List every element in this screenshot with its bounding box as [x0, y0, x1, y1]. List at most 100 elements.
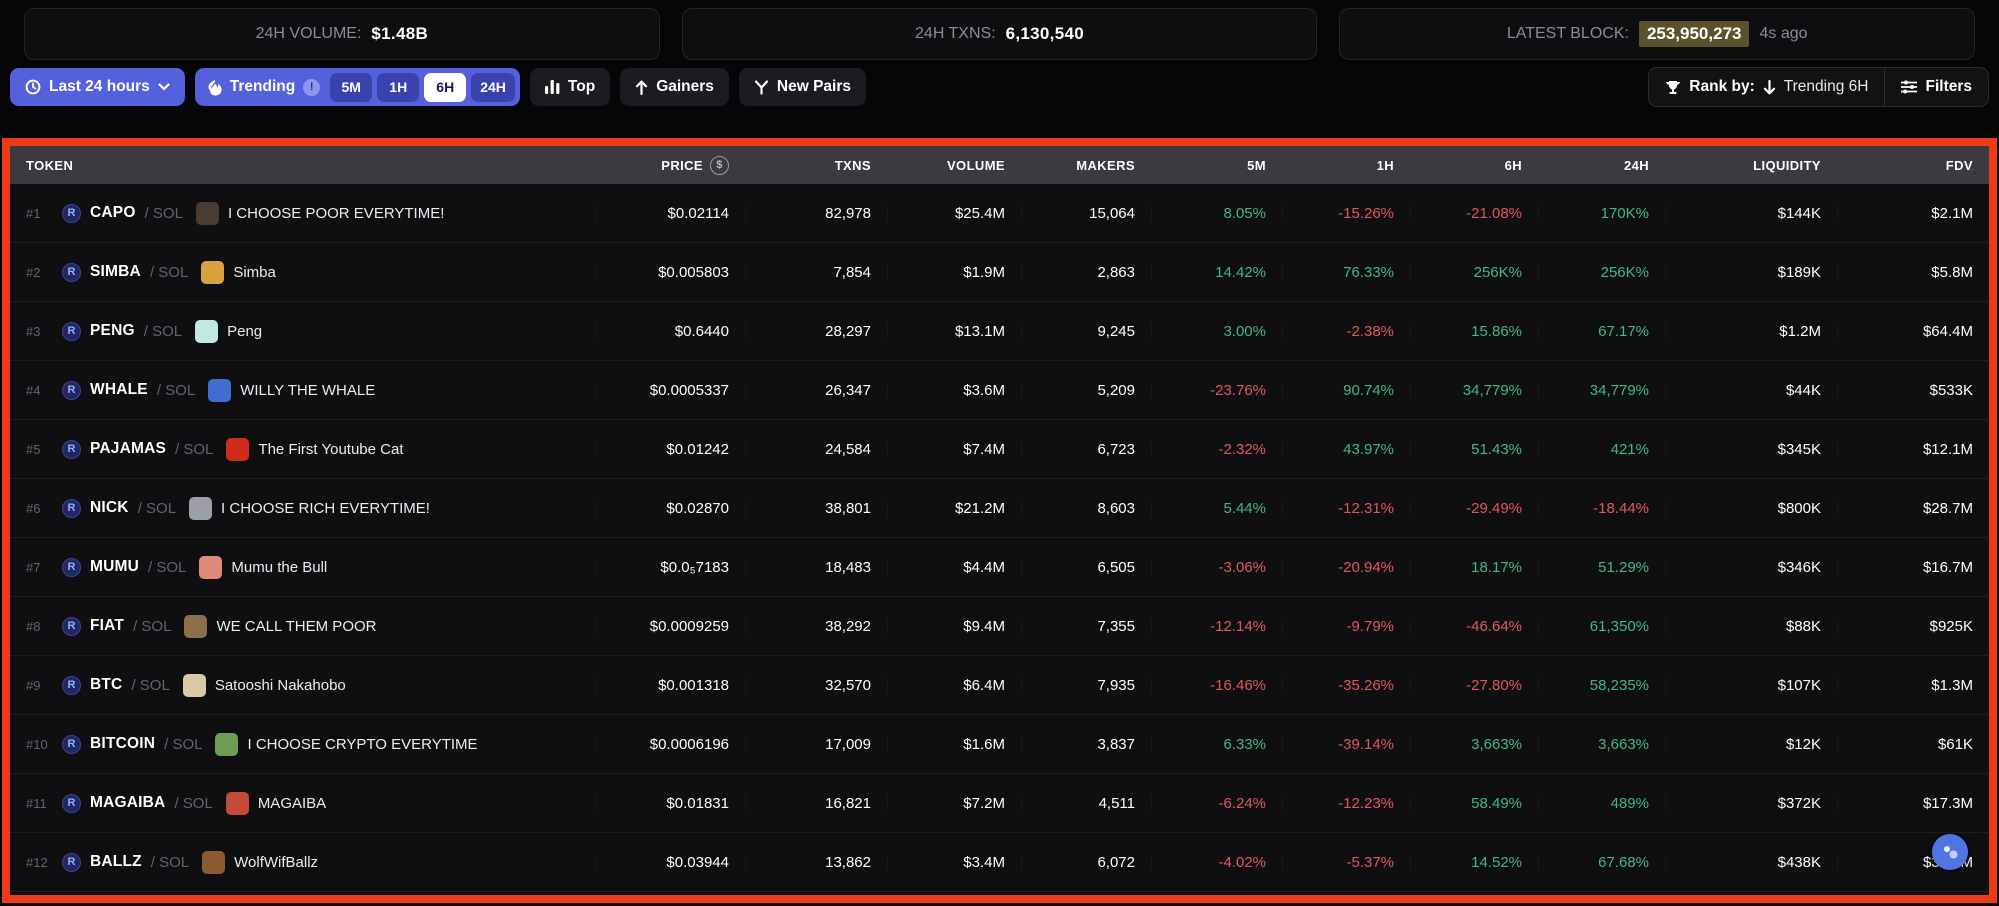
rank-by-value: Trending 6H — [1783, 78, 1869, 95]
price-cell: $0.03944 — [595, 853, 745, 871]
col-volume[interactable]: VOLUME — [946, 157, 1005, 173]
token-symbol: MAGAIBA — [90, 794, 166, 811]
new-pairs-button[interactable]: New Pairs — [738, 68, 867, 106]
interval-24h[interactable]: 24H — [471, 72, 515, 102]
token-quote: / SOL — [156, 381, 196, 399]
token-quote: / SOL — [174, 794, 213, 812]
table-row[interactable]: #6 R NICK / SOL I CHOOSE RICH EVERYTIME!… — [10, 479, 1989, 538]
table-row[interactable]: #10 R BITCOIN / SOL I CHOOSE CRYPTO EVER… — [10, 715, 1989, 774]
fdv-cell: $28.7M — [1837, 499, 1989, 517]
floating-widget-icon[interactable] — [1932, 834, 1968, 870]
token-rank: #9 — [26, 677, 41, 693]
liquidity-cell: $438K — [1665, 853, 1837, 871]
change-6h-cell: 3,663% — [1410, 735, 1538, 753]
change-5m-cell: -12.14% — [1151, 617, 1282, 635]
volume-cell: $21.2M — [887, 499, 1021, 517]
table-row[interactable]: #5 R PAJAMAS / SOL The First Youtube Cat… — [10, 420, 1989, 479]
raydium-dex-icon: R — [62, 262, 81, 282]
price-cell: $0.0005337 — [595, 381, 745, 399]
txns-cell: 18,483 — [745, 558, 887, 576]
token-quote: / SOL — [143, 322, 183, 340]
col-liquidity[interactable]: LIQUIDITY — [1753, 157, 1821, 173]
col-token[interactable]: TOKEN — [26, 157, 74, 173]
volume-cell: $7.4M — [887, 440, 1021, 458]
raydium-dex-icon: R — [62, 734, 81, 754]
token-cell[interactable]: #5 R PAJAMAS / SOL The First Youtube Cat — [10, 437, 595, 461]
token-cell[interactable]: #2 R SIMBA / SOL Simba — [10, 260, 595, 284]
token-cell[interactable]: #10 R BITCOIN / SOL I CHOOSE CRYPTO EVER… — [10, 732, 595, 756]
change-6h-cell: 256K% — [1410, 263, 1538, 281]
fdv-cell: $64.4M — [1837, 322, 1989, 340]
token-rank: #12 — [26, 854, 48, 870]
col-24h[interactable]: 24H — [1623, 157, 1649, 173]
col-fdv[interactable]: FDV — [1945, 157, 1973, 173]
fdv-cell: $5.8M — [1837, 263, 1989, 281]
table-row[interactable]: #7 R MUMU / SOL Mumu the Bull $0.0₅7183 … — [10, 538, 1989, 597]
change-1h-cell: -12.31% — [1282, 499, 1410, 517]
rank-by-button[interactable]: Rank by: Trending 6H — [1649, 68, 1884, 106]
col-6h[interactable]: 6H — [1504, 157, 1522, 173]
table-row[interactable]: #3 R PENG / SOL Peng $0.6440 28,297 $13.… — [10, 302, 1989, 361]
token-cell[interactable]: #4 R WHALE / SOL WILLY THE WHALE — [10, 378, 595, 402]
token-cell[interactable]: #11 R MAGAIBA / SOL MAGAIBA — [10, 791, 595, 815]
token-name: I CHOOSE CRYPTO EVERYTIME — [247, 735, 478, 753]
time-range-button[interactable]: Last 24 hours — [10, 68, 185, 106]
token-table: TOKEN PRICE $ TXNS VOLUME MAKERS 5M 1H 6… — [10, 146, 1989, 906]
table-row[interactable]: #1 R CAPO / SOL I CHOOSE POOR EVERYTIME!… — [10, 184, 1989, 243]
token-name: WILLY THE WHALE — [240, 381, 376, 399]
token-quote: / SOL — [148, 558, 187, 576]
txns-label: 24H TXNS: — [915, 25, 996, 42]
txns-cell: 32,570 — [745, 676, 887, 694]
info-icon[interactable]: ! — [303, 78, 321, 96]
token-cell[interactable]: #12 R BALLZ / SOL WolfWifBallz — [10, 850, 595, 874]
change-24h-cell: 61,350% — [1538, 617, 1665, 635]
raydium-dex-icon: R — [62, 203, 81, 223]
gainers-button[interactable]: Gainers — [620, 68, 729, 106]
table-row[interactable]: #9 R BTC / SOL Satooshi Nakahobo $0.0013… — [10, 656, 1989, 715]
token-rank: #4 — [26, 382, 41, 398]
change-6h-cell: 58.49% — [1410, 794, 1538, 812]
table-row[interactable]: #2 R SIMBA / SOL Simba $0.005803 7,854 $… — [10, 243, 1989, 302]
change-24h-cell: 34,779% — [1538, 381, 1665, 399]
col-makers[interactable]: MAKERS — [1076, 157, 1135, 173]
price-cell: $0.0009259 — [595, 617, 745, 635]
price-cell: $0.01831 — [595, 794, 745, 812]
txns-cell: 38,292 — [745, 617, 887, 635]
block-label: LATEST BLOCK: — [1506, 25, 1629, 42]
gainers-label: Gainers — [656, 78, 714, 95]
interval-5m[interactable]: 5M — [330, 72, 373, 102]
table-row[interactable]: #12 R BALLZ / SOL WolfWifBallz $0.03944 … — [10, 833, 1989, 892]
token-cell[interactable]: #9 R BTC / SOL Satooshi Nakahobo — [10, 673, 595, 697]
col-5m[interactable]: 5M — [1247, 157, 1266, 173]
stat-volume: 24H VOLUME: $1.48B — [24, 8, 660, 60]
stats-bar: 24H VOLUME: $1.48B 24H TXNS: 6,130,540 L… — [24, 8, 1976, 60]
price-cell: $0.02114 — [595, 204, 745, 222]
interval-6h[interactable]: 6H — [424, 72, 467, 102]
token-cell[interactable]: #6 R NICK / SOL I CHOOSE RICH EVERYTIME! — [10, 496, 595, 520]
filters-button[interactable]: Filters — [1885, 68, 1988, 106]
col-1h[interactable]: 1H — [1376, 157, 1394, 173]
token-cell[interactable]: #8 R FIAT / SOL WE CALL THEM POOR — [10, 614, 595, 638]
token-cell[interactable]: #1 R CAPO / SOL I CHOOSE POOR EVERYTIME! — [10, 201, 595, 225]
token-cell[interactable]: #7 R MUMU / SOL Mumu the Bull — [10, 555, 595, 579]
table-row[interactable]: #8 R FIAT / SOL WE CALL THEM POOR $0.000… — [10, 597, 1989, 656]
table-row[interactable]: #11 R MAGAIBA / SOL MAGAIBA $0.01831 16,… — [10, 774, 1989, 833]
change-5m-cell: -23.76% — [1151, 381, 1282, 399]
new-pairs-label: New Pairs — [776, 78, 852, 95]
liquidity-cell: $88K — [1665, 617, 1837, 635]
top-button[interactable]: Top — [529, 68, 611, 106]
volume-cell: $13.1M — [887, 322, 1021, 340]
liquidity-cell: $1.2M — [1665, 322, 1837, 340]
txns-cell: 7,854 — [745, 263, 887, 281]
change-24h-cell: 256K% — [1538, 263, 1665, 281]
dollar-circle-icon[interactable]: $ — [710, 155, 729, 175]
price-cell: $0.005803 — [595, 263, 745, 281]
interval-1h[interactable]: 1H — [377, 72, 420, 102]
change-6h-cell: -46.64% — [1410, 617, 1538, 635]
col-price[interactable]: PRICE $ — [595, 155, 745, 175]
col-txns[interactable]: TXNS — [834, 157, 871, 173]
table-row[interactable]: #4 R WHALE / SOL WILLY THE WHALE $0.0005… — [10, 361, 1989, 420]
raydium-dex-icon: R — [62, 557, 81, 577]
block-value: 253,950,273 — [1638, 21, 1750, 47]
token-cell[interactable]: #3 R PENG / SOL Peng — [10, 319, 595, 343]
